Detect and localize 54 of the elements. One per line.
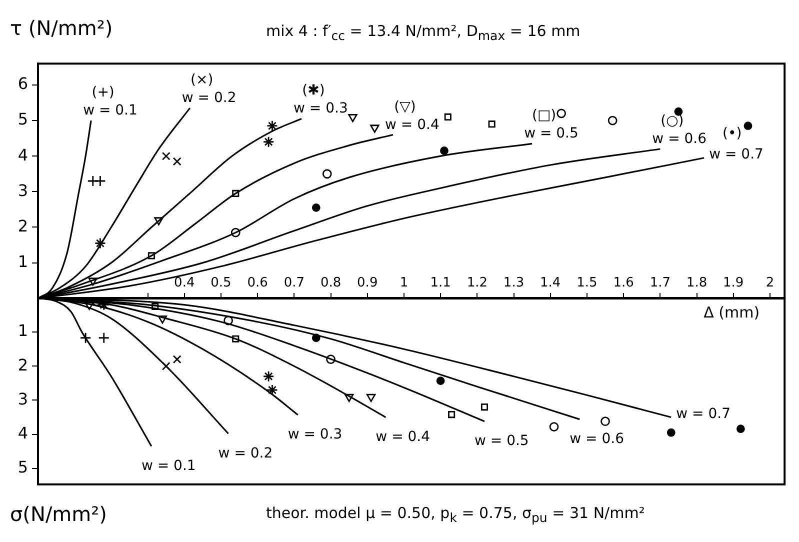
x-tick-label: 1.9 xyxy=(723,276,744,291)
chart-title: mix 4 : f′$_{cc}$ = 13.4 N/mm², D$_{max}$ = 16 mm xyxy=(266,22,580,43)
annotation: (✱) xyxy=(302,82,325,99)
y-axis-title: τ (N/mm²) xyxy=(10,16,113,40)
x-tick-label: 0.9 xyxy=(357,276,378,291)
y-tick-label: 6 xyxy=(18,74,28,94)
series-label: w = 0.1 xyxy=(83,102,138,119)
annotation: (×) xyxy=(190,72,214,88)
annotation: (+) xyxy=(92,84,114,101)
y-tick-label: 2 xyxy=(18,216,28,236)
y-tick-label: 3 xyxy=(18,180,28,200)
annotation: (□) xyxy=(532,108,556,124)
x-tick-label: 0.8 xyxy=(320,276,342,291)
y-tick-label: 1 xyxy=(18,321,28,340)
text: theor. model μ = 0.50, p$_{k}$ = 0.75, σ$_{pu}$ = 31 N/mm² xyxy=(266,504,645,525)
x-tick-label: 1.2 xyxy=(466,276,488,291)
x-tick-label: 0.5 xyxy=(210,276,232,291)
y-tick-label: 1 xyxy=(18,252,28,271)
x-tick-label: 1.7 xyxy=(650,276,671,291)
y-tick-label: 5 xyxy=(18,458,28,477)
x-tick-label: 0.6 xyxy=(247,276,268,291)
y-tick-label: 4 xyxy=(18,423,28,442)
series-label: w = 0.5 xyxy=(474,433,529,449)
x-tick-label: 1.8 xyxy=(686,276,708,291)
annotation: (○) xyxy=(660,112,684,129)
series-label: w = 0.6 xyxy=(570,430,624,447)
series-label: w = 0.2 xyxy=(218,445,273,462)
x-tick-label: 1.3 xyxy=(503,276,524,291)
y-tick-label: 5 xyxy=(18,110,28,129)
x-tick-label: 0.7 xyxy=(284,276,305,291)
series-label: w = 0.7 xyxy=(709,146,764,163)
y-tick-label: 2 xyxy=(18,355,28,374)
series-label: w = 0.4 xyxy=(385,116,440,133)
x-tick-label: 1.5 xyxy=(576,276,598,291)
series-label: w = 0.4 xyxy=(376,428,430,445)
series-label: w = 0.2 xyxy=(182,90,236,106)
x-tick-label: 0.4 xyxy=(174,276,195,291)
y-axis-title: σ(N/mm²) xyxy=(10,502,107,526)
series-label: w = 0.5 xyxy=(524,126,578,142)
x-axis-title: Δ (mm) xyxy=(704,303,760,322)
annotation: (▽) xyxy=(394,98,416,115)
x-tick-label: 1.6 xyxy=(613,276,634,291)
series-label: w = 0.3 xyxy=(288,426,342,443)
x-tick-label: 1 xyxy=(400,276,408,291)
annotation: (•) xyxy=(722,126,742,142)
y-tick-label: 3 xyxy=(18,389,28,408)
series-label: w = 0.7 xyxy=(676,406,731,422)
x-tick-label: 1.4 xyxy=(540,276,561,291)
series-label: w = 0.3 xyxy=(294,100,348,117)
series-label: w = 0.1 xyxy=(141,458,196,474)
x-tick-label: 1.1 xyxy=(430,276,451,291)
x-tick-label: 2 xyxy=(766,276,774,291)
y-tick-label: 4 xyxy=(18,145,28,164)
series-label: w = 0.6 xyxy=(652,130,707,147)
